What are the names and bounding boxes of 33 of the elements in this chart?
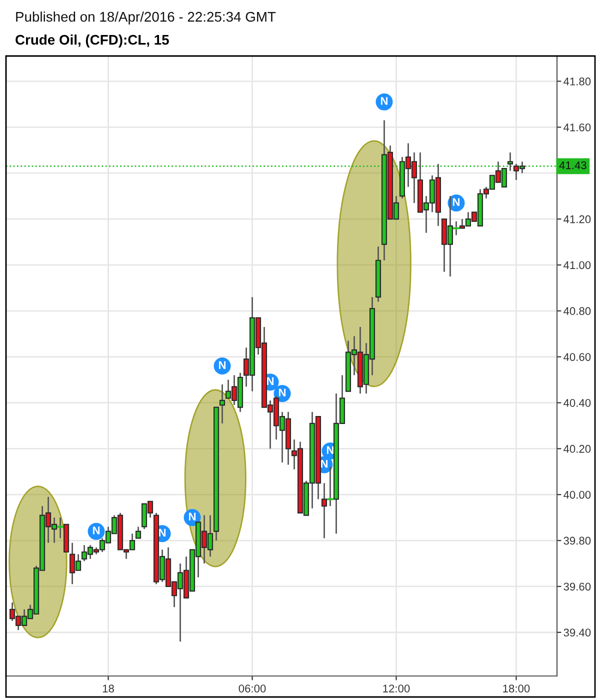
x-tick-label: 18 [102, 684, 114, 692]
x-tick-label: 18:00 [503, 684, 530, 692]
y-tick-label: 40.80 [564, 307, 591, 316]
y-tick-label: 39.40 [564, 628, 591, 637]
y-tick-label: 41.00 [564, 261, 591, 270]
data-label: N [320, 460, 328, 468]
data-label: N [188, 512, 196, 520]
text: Published on 18/Apr/2016 - 22:25:34 GMT [16, 12, 276, 24]
data-label: N [266, 377, 274, 385]
data-label: N [93, 526, 100, 534]
y-tick-label: 41.80 [564, 78, 591, 86]
y-tick-label: 39.60 [564, 582, 591, 591]
data-label: N [326, 446, 334, 454]
data-label: N [452, 198, 460, 206]
y-tick-label: 41.20 [564, 215, 591, 224]
candlestick [219, 384, 226, 424]
x-tick-label: 12:00 [383, 684, 410, 692]
y-tick-label: 40.00 [564, 490, 591, 499]
ref-line-label: 41.43 [559, 161, 586, 170]
y-tick-label: 40.40 [564, 399, 591, 407]
y-tick-label: 40.60 [564, 353, 591, 361]
data-label: N [218, 361, 226, 369]
y-tick-label: 41.60 [564, 123, 591, 132]
chart-title: Crude Oil, (CFD):CL, 15 [16, 34, 169, 48]
candlestick [507, 152, 513, 172]
x-tick-label: 06:00 [238, 684, 266, 692]
data-label: N [159, 528, 166, 537]
y-tick-label: 39.80 [564, 536, 591, 545]
y-tick-label: 40.20 [564, 444, 591, 453]
candlestick [321, 482, 328, 539]
data-label: N [278, 388, 286, 396]
data-label: N [380, 97, 388, 105]
candlestick [136, 526, 142, 539]
